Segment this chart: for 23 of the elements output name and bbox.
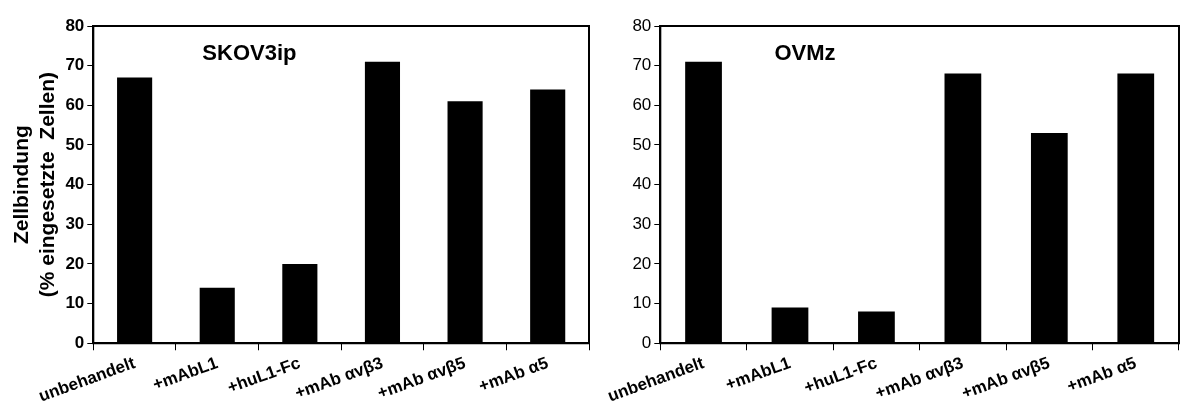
y-tick-label: 50	[632, 134, 652, 154]
x-tick-label: +mAb α5	[1064, 353, 1139, 396]
y-tick-label: 40	[632, 174, 652, 194]
y-tick-label: 80	[632, 15, 652, 35]
y-tick-label: 30	[632, 213, 652, 233]
y-tick-label: 0	[641, 332, 652, 352]
x-tick-label: +mAb α5	[476, 353, 551, 396]
y-tick-label: 50	[65, 134, 85, 154]
y-tick-label: 0	[74, 332, 85, 352]
y-tick-label: 60	[65, 95, 85, 114]
y-axis-title: Zellbindung (% eingesetzte Zellen)	[9, 72, 58, 298]
text: SKOV3ip	[202, 40, 297, 66]
y-tick-label: 20	[65, 253, 85, 273]
y-tick-label: 70	[632, 55, 652, 75]
y-tick-label: 10	[632, 293, 652, 313]
y-tick-label: 40	[65, 174, 85, 194]
y-tick-label: 70	[65, 55, 85, 75]
text: OVMz	[774, 40, 836, 66]
y-tick-label: 30	[65, 213, 85, 233]
y-tick-label: 10	[65, 293, 85, 313]
y-tick-label: 60	[632, 95, 652, 114]
y-tick-label: 20	[632, 253, 652, 273]
y-tick-label: 80	[65, 15, 85, 35]
